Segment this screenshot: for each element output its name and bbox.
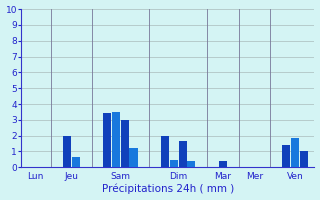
Bar — [187, 161, 196, 167]
Bar — [300, 151, 308, 167]
Bar — [179, 141, 187, 167]
Bar — [219, 161, 227, 167]
Bar — [130, 148, 138, 167]
Bar — [170, 160, 178, 167]
Bar — [112, 112, 120, 167]
Bar — [282, 145, 290, 167]
Bar — [121, 120, 129, 167]
Bar — [72, 157, 80, 167]
Bar — [103, 113, 111, 167]
Bar — [161, 136, 169, 167]
Bar — [291, 138, 299, 167]
Bar — [63, 136, 71, 167]
X-axis label: Précipitations 24h ( mm ): Précipitations 24h ( mm ) — [102, 184, 234, 194]
